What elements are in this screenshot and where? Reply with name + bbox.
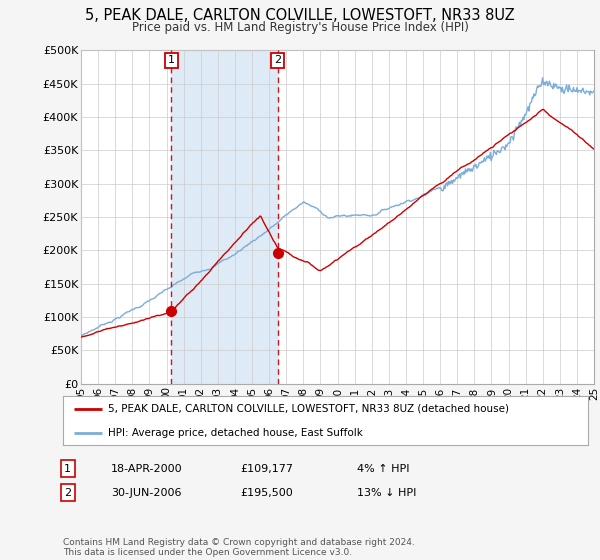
Text: 2: 2: [274, 55, 281, 66]
Text: 5, PEAK DALE, CARLTON COLVILLE, LOWESTOFT, NR33 8UZ (detached house): 5, PEAK DALE, CARLTON COLVILLE, LOWESTOF…: [107, 404, 509, 414]
Text: 1: 1: [64, 464, 71, 474]
Bar: [172, 50, 278, 384]
Text: 30-JUN-2006: 30-JUN-2006: [111, 488, 182, 498]
Text: 4% ↑ HPI: 4% ↑ HPI: [357, 464, 409, 474]
Text: 1: 1: [168, 55, 175, 66]
Text: Contains HM Land Registry data © Crown copyright and database right 2024.
This d: Contains HM Land Registry data © Crown c…: [63, 538, 415, 557]
Text: 2: 2: [64, 488, 71, 498]
Text: 18-APR-2000: 18-APR-2000: [111, 464, 182, 474]
Text: HPI: Average price, detached house, East Suffolk: HPI: Average price, detached house, East…: [107, 428, 362, 438]
Text: 5, PEAK DALE, CARLTON COLVILLE, LOWESTOFT, NR33 8UZ: 5, PEAK DALE, CARLTON COLVILLE, LOWESTOF…: [85, 8, 515, 24]
Text: Price paid vs. HM Land Registry's House Price Index (HPI): Price paid vs. HM Land Registry's House …: [131, 21, 469, 34]
Text: 13% ↓ HPI: 13% ↓ HPI: [357, 488, 416, 498]
Text: £109,177: £109,177: [240, 464, 293, 474]
Text: £195,500: £195,500: [240, 488, 293, 498]
